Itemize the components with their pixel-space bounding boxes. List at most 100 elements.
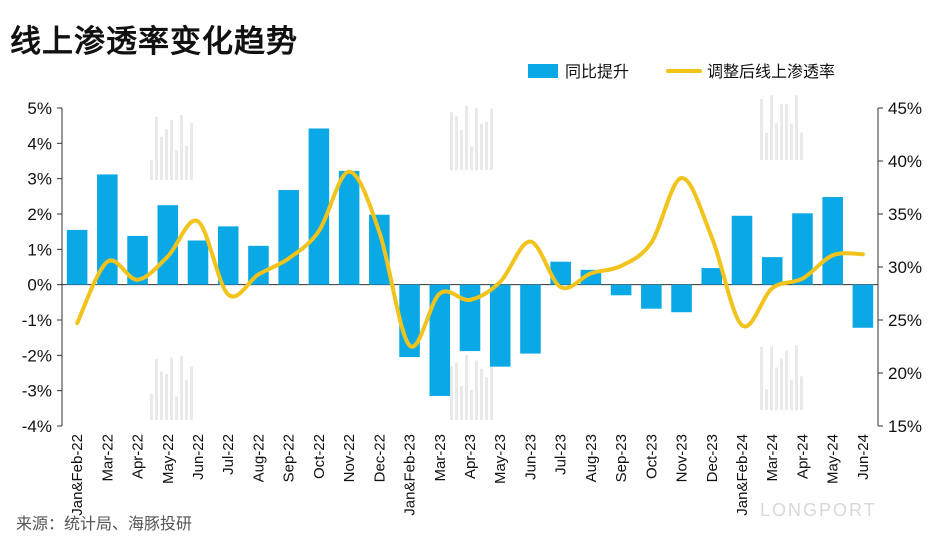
watermark-mark [185, 379, 188, 420]
bar [610, 284, 632, 296]
watermark-mark [785, 350, 788, 410]
x-tick-label: Mar-23 [432, 434, 449, 482]
watermark-mark [800, 132, 803, 160]
watermark-mark [155, 116, 158, 180]
left-tick-label: -4% [22, 417, 52, 436]
watermark-mark [455, 116, 458, 170]
axes: -4% -3% -2% -1% 0% 1% 2% 3% 4% 5% 15% 20% 25% 30% 35% 4… [22, 99, 922, 516]
x-tick-label: Oct-23 [643, 434, 660, 479]
x-tick-label: Aug-22 [250, 434, 267, 482]
left-tick-label: 1% [27, 240, 52, 259]
x-tick-label: Oct-22 [311, 434, 328, 479]
watermark-mark [190, 122, 193, 180]
watermark-mark [160, 136, 163, 180]
x-tick-label: Jan&Feb-24 [734, 434, 751, 516]
right-tick-label: 20% [888, 364, 922, 383]
bar [822, 197, 843, 285]
x-tick-label: Apr-24 [794, 434, 811, 479]
watermark-mark [170, 357, 173, 420]
watermark-mark [175, 396, 178, 420]
left-tick-label: -1% [22, 311, 52, 330]
bar [520, 284, 541, 354]
watermark-mark [460, 385, 463, 420]
watermark-mark [775, 123, 778, 160]
legend: 同比提升 调整后线上渗透率 [528, 62, 835, 81]
watermark-mark [180, 115, 183, 180]
watermark-mark [455, 362, 458, 420]
left-tick-label: 2% [27, 205, 52, 224]
watermark-mark [490, 108, 493, 170]
right-tick-label: 30% [888, 258, 922, 277]
watermark-mark [795, 345, 798, 410]
bar [308, 128, 330, 285]
watermark-mark [180, 355, 183, 420]
watermark-mark [485, 121, 488, 170]
x-tick-label: Dec-23 [704, 434, 721, 482]
bar [792, 213, 813, 285]
watermark-mark [475, 360, 478, 420]
x-tick-label: Jan&Feb-22 [69, 434, 86, 516]
watermark-mark [800, 376, 803, 410]
bar [761, 257, 783, 285]
watermark-mark [470, 146, 473, 170]
bar [459, 284, 481, 352]
bar [187, 240, 209, 285]
bar [97, 174, 118, 285]
watermark-mark [780, 104, 783, 160]
legend-label-line: 调整后线上渗透率 [707, 62, 835, 81]
watermark-mark [155, 358, 158, 420]
watermark-mark [780, 358, 783, 410]
bar [66, 229, 88, 285]
watermark-mark [790, 123, 793, 160]
watermark-mark [760, 99, 763, 160]
right-tick-label: 25% [888, 311, 922, 330]
x-tick-label: Aug-23 [583, 434, 600, 482]
watermark-mark [770, 95, 773, 160]
watermark-mark [480, 123, 483, 170]
bar [701, 268, 723, 285]
x-tick-label: Nov-22 [341, 434, 358, 482]
watermark-mark [460, 130, 463, 170]
x-tick-label: Jul-22 [220, 434, 237, 475]
watermark-mark [150, 393, 153, 420]
x-tick-label: Apr-22 [130, 434, 147, 479]
bar [157, 205, 179, 285]
watermark-mark [775, 367, 778, 410]
brand-watermark: LONGPORT [760, 500, 877, 520]
x-tick-label: Jul-23 [553, 434, 570, 475]
watermark-mark [165, 373, 168, 420]
bar [641, 284, 662, 309]
watermark-mark [765, 132, 768, 160]
watermark-mark [465, 105, 468, 170]
bar [369, 214, 390, 285]
bar [731, 215, 753, 285]
bar-series [66, 128, 874, 396]
x-tick-label: Jun-24 [855, 434, 872, 480]
chart-title: 线上渗透率变化趋势 [10, 24, 298, 60]
watermark-mark [760, 346, 763, 410]
watermark-mark [770, 346, 773, 410]
watermark-mark [160, 371, 163, 420]
x-tick-label: Apr-23 [462, 434, 479, 479]
left-tick-label: 0% [27, 276, 52, 295]
source-note: 来源：统计局、海豚投研 [16, 514, 193, 533]
x-tick-label: Jun-23 [522, 434, 539, 480]
series-line [75, 169, 865, 349]
left-tick-label: -3% [22, 382, 52, 401]
bar [489, 284, 511, 367]
left-tick-label: 5% [27, 99, 52, 118]
watermark-mark [790, 379, 793, 410]
left-tick-label: 4% [27, 134, 52, 153]
right-tick-label: 35% [888, 205, 922, 224]
watermark-mark [165, 129, 168, 180]
x-tick-label: Sep-22 [281, 434, 298, 482]
watermark-mark [490, 356, 493, 420]
watermark-mark [175, 150, 178, 180]
right-tick-label: 45% [888, 99, 922, 118]
x-tick-label: May-23 [492, 434, 509, 484]
left-tick-label: -2% [22, 346, 52, 365]
watermark-mark [470, 389, 473, 420]
bar [671, 284, 692, 313]
legend-label-bar: 同比提升 [565, 62, 629, 81]
